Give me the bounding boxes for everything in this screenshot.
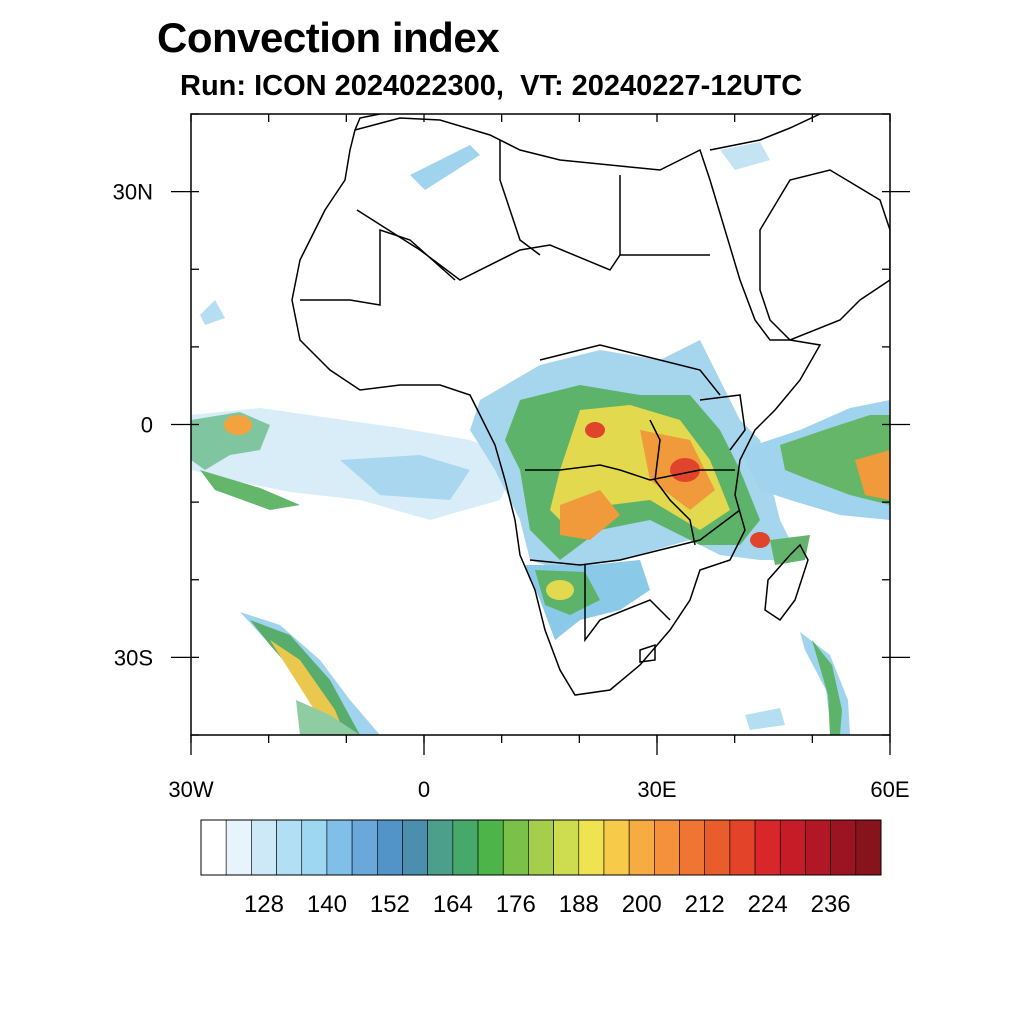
field-west-blue <box>340 455 470 500</box>
coastline-iberia <box>354 114 381 131</box>
legend-swatch <box>855 819 882 876</box>
legend-swatch <box>427 819 454 876</box>
legend-border <box>200 819 882 876</box>
border-sahel <box>300 228 456 306</box>
legend-label: 188 <box>559 891 599 918</box>
coastline-mediterranean <box>709 114 821 151</box>
field-n-streak <box>410 145 480 190</box>
legend-swatch <box>452 819 479 876</box>
legend-swatch <box>654 819 680 876</box>
coastline-africa <box>291 117 822 696</box>
lon-tick-label: 30W <box>168 777 213 802</box>
legend-label: 236 <box>811 891 851 918</box>
legend-swatch <box>779 819 806 876</box>
legend-swatch <box>251 819 277 876</box>
legend-swatch <box>326 819 353 876</box>
legend-swatch <box>628 819 655 876</box>
lon-tick-label: 0 <box>418 777 430 802</box>
field-madagascar <box>770 535 810 565</box>
field-central-red-1 <box>670 458 700 482</box>
legend-swatch <box>830 819 857 876</box>
legend-label: 224 <box>748 891 788 918</box>
color-legend: 128 140 152 164 176 188 200 212 224 236 <box>200 819 882 918</box>
legend-label: 140 <box>307 891 347 918</box>
map-title: Convection index <box>157 14 500 61</box>
legend-label: 212 <box>685 891 725 918</box>
legend-label: 176 <box>496 891 536 918</box>
axis-ticks: 30N 0 30S 30W 0 30E 60E <box>113 113 910 802</box>
field-arabia-blue <box>720 142 770 170</box>
legend-swatch <box>502 819 529 876</box>
field-sa-yellow <box>546 580 574 600</box>
legend-swatch <box>301 819 328 876</box>
border-lesotho <box>639 643 656 663</box>
convection-field <box>191 142 890 735</box>
field-atlantic-green <box>200 470 300 510</box>
field-central-red-3 <box>750 532 770 548</box>
border-north <box>499 140 541 256</box>
legend-swatch <box>603 819 630 876</box>
lat-tick-label: 0 <box>141 413 153 438</box>
legend-swatch <box>376 819 403 876</box>
field-sw-streak-4 <box>296 700 360 735</box>
border-south <box>529 509 741 566</box>
legend-label: 200 <box>622 891 662 918</box>
legend-swatch <box>225 819 252 876</box>
field-atlantic-hot <box>224 415 252 435</box>
legend-swatch <box>402 819 428 876</box>
field-sw-streak-3 <box>270 640 345 735</box>
border-east <box>699 394 746 451</box>
border-lake <box>649 419 696 546</box>
legend-label: 128 <box>244 891 284 918</box>
lon-tick-label: 30E <box>637 777 676 802</box>
coastlines <box>291 114 890 696</box>
legend-swatch <box>729 819 756 876</box>
coastline-madagascar <box>764 543 809 622</box>
field-se-streak-3 <box>745 708 785 730</box>
legend-swatch <box>351 819 378 876</box>
legend-swatch <box>805 819 831 876</box>
legend-swatch <box>704 819 731 876</box>
border-congo <box>525 464 735 481</box>
map-subtitle: Run: ICON 2024022300, VT: 20240227-12UTC <box>180 70 803 102</box>
legend-swatch <box>477 819 504 876</box>
field-central-orange-2 <box>560 490 620 540</box>
border-sahara <box>356 209 710 281</box>
lat-tick-label: 30N <box>113 180 153 205</box>
field-se-streak-2 <box>812 640 842 735</box>
field-indian-orange <box>855 450 890 500</box>
legend-swatch <box>578 819 605 876</box>
border-central <box>539 344 721 396</box>
coastline-arabia <box>759 169 890 341</box>
legend-swatch <box>679 819 706 876</box>
legend-label: 164 <box>433 891 473 918</box>
field-w-africa <box>200 300 225 325</box>
border-sa <box>584 565 671 643</box>
legend-swatch <box>528 819 554 876</box>
legend-swatch <box>276 819 303 876</box>
legend-swatch <box>553 819 580 876</box>
legend-swatch <box>200 819 227 876</box>
field-central-red-2 <box>585 422 605 438</box>
legend-label: 152 <box>370 891 410 918</box>
lat-tick-label: 30S <box>114 645 153 670</box>
lon-tick-label: 60E <box>870 777 909 802</box>
legend-swatch <box>754 819 781 876</box>
